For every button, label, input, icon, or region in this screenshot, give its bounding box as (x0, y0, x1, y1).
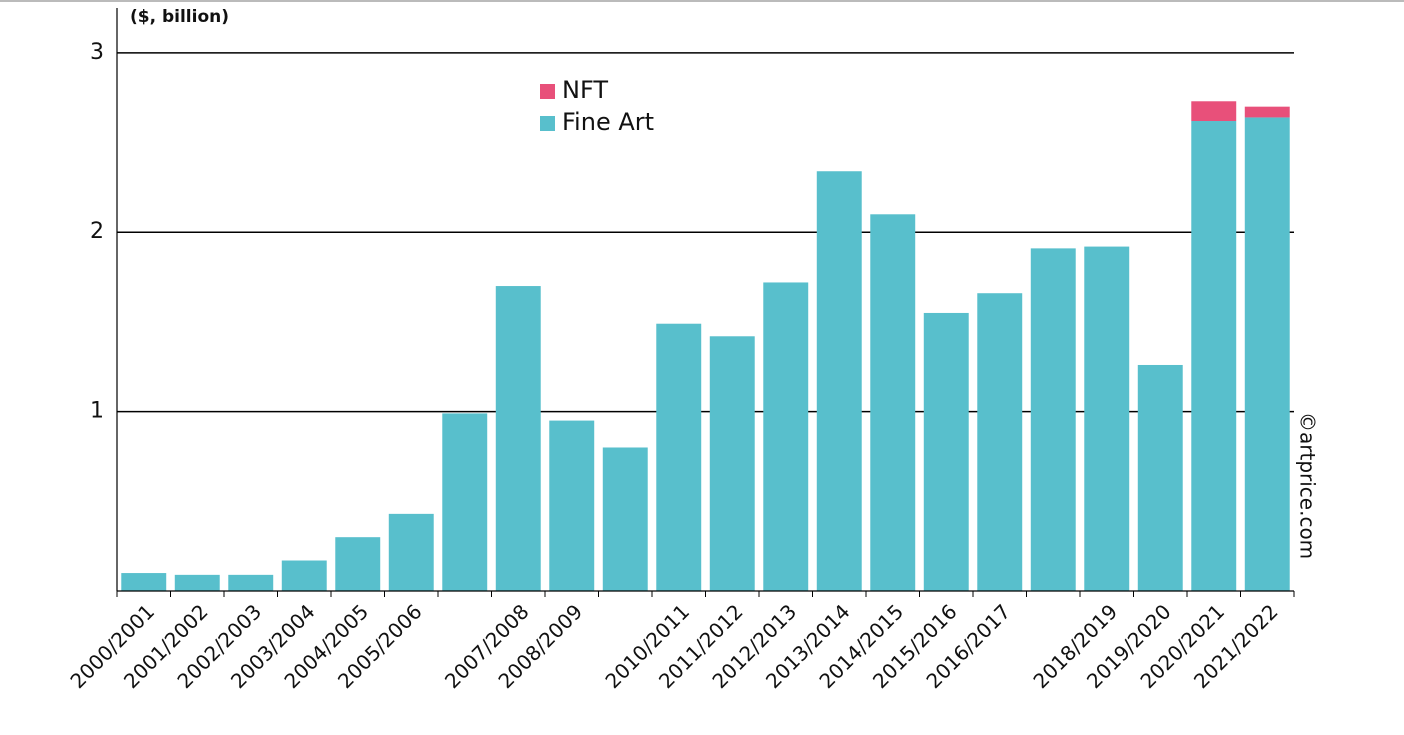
bar (656, 323, 702, 591)
bar (1191, 121, 1237, 592)
bar (549, 420, 595, 591)
bar (1244, 106, 1290, 118)
y-axis-label: ($, billion) (130, 7, 229, 27)
y-tick-label: 1 (90, 399, 104, 424)
bar (923, 312, 969, 591)
bar (1137, 364, 1183, 591)
y-tick-label: 2 (90, 219, 104, 244)
bar (870, 214, 916, 592)
bar (121, 573, 167, 591)
y-tick-label: 3 (90, 40, 104, 65)
credit: ©artprice.com (1296, 412, 1320, 559)
legend-label: NFT (562, 76, 608, 104)
legend-label: Fine Art (562, 108, 654, 136)
bar (335, 537, 381, 591)
bar (1030, 248, 1076, 592)
legend-swatch (540, 84, 555, 99)
bar (442, 413, 488, 591)
bar (388, 513, 434, 591)
bar (709, 336, 755, 591)
bar (763, 282, 809, 591)
legend-swatch (540, 116, 555, 131)
bar (816, 171, 862, 592)
bar (1244, 117, 1290, 591)
bar (602, 447, 648, 591)
bar (495, 286, 541, 591)
bar (281, 560, 327, 591)
bar (1191, 101, 1237, 122)
bar (174, 574, 220, 591)
bar (1084, 246, 1130, 591)
bar (977, 293, 1023, 591)
bar (228, 574, 274, 591)
